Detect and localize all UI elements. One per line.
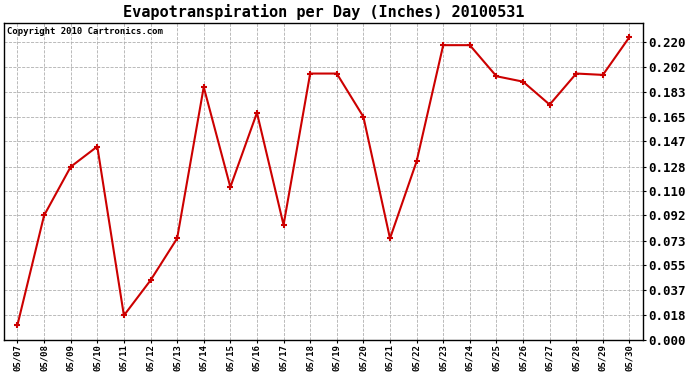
Text: Copyright 2010 Cartronics.com: Copyright 2010 Cartronics.com — [8, 27, 164, 36]
Title: Evapotranspiration per Day (Inches) 20100531: Evapotranspiration per Day (Inches) 2010… — [123, 4, 524, 20]
